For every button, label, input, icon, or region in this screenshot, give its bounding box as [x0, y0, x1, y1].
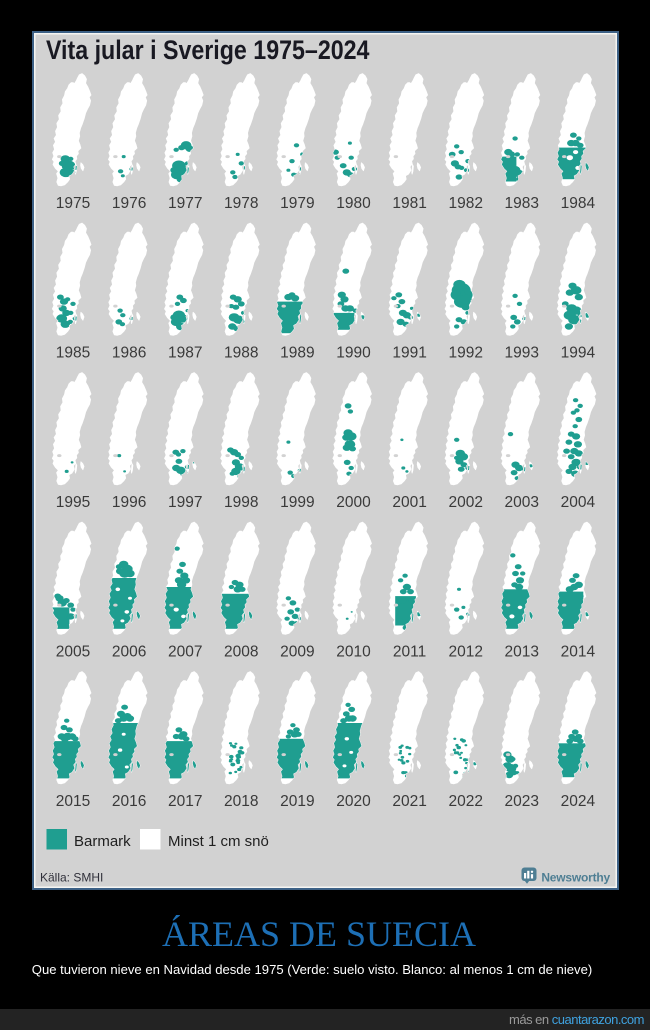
svg-text:2004: 2004: [561, 494, 596, 511]
svg-text:2010: 2010: [336, 644, 371, 661]
svg-text:2016: 2016: [112, 793, 146, 810]
svg-text:1999: 1999: [280, 494, 314, 511]
svg-text:1981: 1981: [392, 195, 426, 212]
svg-text:Minst 1 cm snö: Minst 1 cm snö: [168, 833, 269, 850]
svg-text:2018: 2018: [224, 793, 258, 810]
svg-text:2020: 2020: [336, 793, 371, 810]
svg-text:1975: 1975: [56, 195, 90, 212]
svg-text:2021: 2021: [392, 793, 426, 810]
svg-text:2002: 2002: [448, 494, 482, 511]
svg-text:2008: 2008: [224, 644, 258, 661]
svg-text:1994: 1994: [561, 345, 596, 362]
svg-text:2024: 2024: [561, 793, 596, 810]
svg-text:2012: 2012: [448, 644, 482, 661]
svg-text:1979: 1979: [280, 195, 314, 212]
svg-text:1991: 1991: [392, 345, 426, 362]
svg-text:1983: 1983: [505, 195, 539, 212]
svg-text:2023: 2023: [505, 793, 539, 810]
svg-text:Källa: SMHI: Källa: SMHI: [40, 871, 103, 885]
svg-text:2013: 2013: [505, 644, 539, 661]
svg-text:2005: 2005: [56, 644, 90, 661]
svg-text:2001: 2001: [392, 494, 426, 511]
svg-text:1997: 1997: [168, 494, 202, 511]
svg-text:1993: 1993: [505, 345, 539, 362]
svg-text:2019: 2019: [280, 793, 314, 810]
svg-text:1977: 1977: [168, 195, 202, 212]
svg-text:2000: 2000: [336, 494, 371, 511]
svg-text:Newsworthy: Newsworthy: [541, 871, 610, 885]
svg-text:1980: 1980: [336, 195, 371, 212]
svg-text:1985: 1985: [56, 345, 90, 362]
svg-text:1986: 1986: [112, 345, 146, 362]
svg-text:1998: 1998: [224, 494, 258, 511]
svg-text:1988: 1988: [224, 345, 258, 362]
svg-text:1987: 1987: [168, 345, 202, 362]
svg-text:2014: 2014: [561, 644, 596, 661]
svg-text:2011: 2011: [393, 644, 426, 661]
svg-text:2022: 2022: [448, 793, 482, 810]
svg-text:2006: 2006: [112, 644, 146, 661]
svg-text:1982: 1982: [448, 195, 482, 212]
svg-text:1989: 1989: [280, 345, 314, 362]
svg-text:1976: 1976: [112, 195, 146, 212]
svg-text:Vita jular i Sverige 1975–2024: Vita jular i Sverige 1975–2024: [46, 35, 369, 65]
svg-text:1995: 1995: [56, 494, 90, 511]
svg-text:1996: 1996: [112, 494, 146, 511]
svg-text:1990: 1990: [336, 345, 371, 362]
svg-text:Barmark: Barmark: [74, 833, 131, 850]
svg-text:1978: 1978: [224, 195, 258, 212]
svg-text:2003: 2003: [505, 494, 539, 511]
svg-text:2015: 2015: [56, 793, 90, 810]
svg-text:1984: 1984: [561, 195, 596, 212]
svg-text:2017: 2017: [168, 793, 202, 810]
svg-text:2007: 2007: [168, 644, 202, 661]
svg-text:2009: 2009: [280, 644, 314, 661]
svg-text:1992: 1992: [448, 345, 482, 362]
